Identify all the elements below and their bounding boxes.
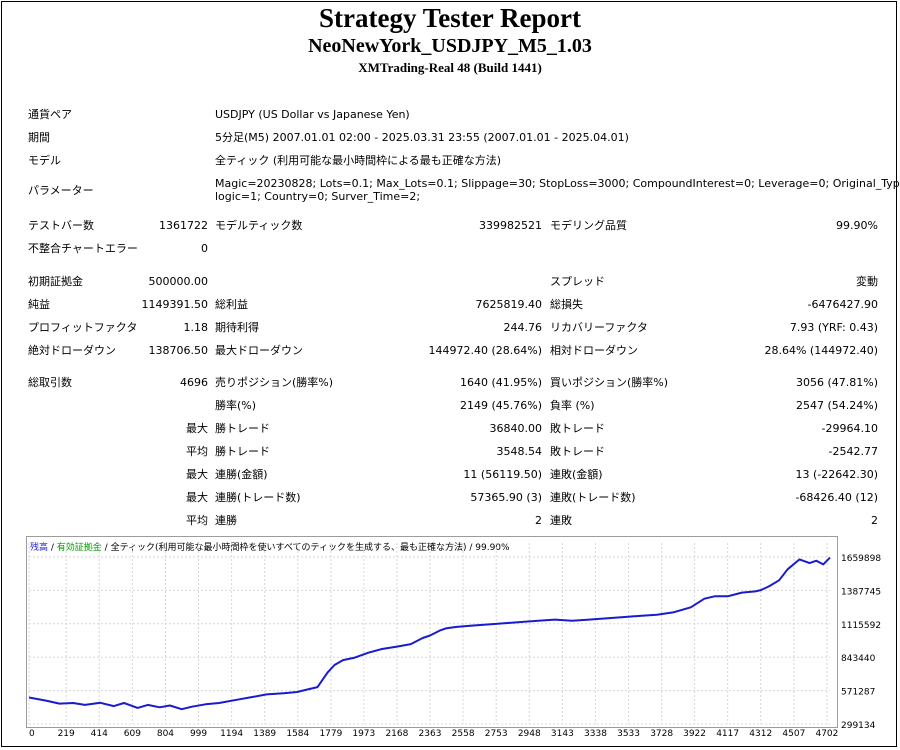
max-consecutive-count-prefix: 最大 (186, 491, 208, 504)
quality-value: 99.90% (836, 219, 878, 232)
relative-drawdown-value: 28.64% (144972.40) (764, 344, 878, 357)
largest-loss-label: 敗トレード (550, 422, 605, 435)
average-loss-label: 敗トレード (550, 445, 605, 458)
max-consecutive-profit-label: 連勝(トレード数) (215, 491, 301, 504)
relative-drawdown-label: 相対ドローダウン (550, 344, 638, 357)
symbol-label: 通貨ペア (28, 108, 72, 121)
max-consecutive-prefix: 最大 (186, 468, 208, 481)
legend-separator-1: / (48, 543, 57, 553)
errors-value: 0 (201, 242, 208, 255)
quality-label: モデリング品質 (550, 219, 627, 232)
balance-chart (26, 536, 838, 728)
period-label: 期間 (28, 131, 50, 144)
largest-prefix: 最大 (186, 422, 208, 435)
expected-payoff-label: 期待利得 (215, 321, 259, 334)
report-title: Strategy Tester Report (319, 3, 581, 33)
average-loss-value: -2542.77 (828, 445, 878, 458)
model-label: モデル (28, 154, 61, 167)
server-info: XMTrading-Real 48 (Build 1441) (358, 60, 542, 75)
short-positions-label: 売りポジション(勝率%) (215, 376, 334, 389)
ea-name: NeoNewYork_USDJPY_M5_1.03 (308, 35, 592, 57)
average-consecutive-losses-label: 連敗 (550, 514, 572, 527)
largest-loss-value: -29964.10 (821, 422, 878, 435)
max-consecutive-wins-label: 連勝(金額) (215, 468, 268, 481)
total-trades-value: 4696 (180, 376, 208, 389)
long-positions-label: 買いポジション(勝率%) (550, 376, 669, 389)
bars-value: 1361722 (159, 219, 208, 232)
gross-loss-label: 総損失 (550, 298, 583, 311)
absolute-drawdown-value: 138706.50 (148, 344, 209, 357)
max-consecutive-losses-value: 13 (-22642.30) (795, 468, 878, 481)
legend-balance: 残高 (30, 543, 49, 553)
params-line-1: Magic=20230828; Lots=0.1; Max_Lots=0.1; … (215, 177, 900, 190)
average-consecutive-prefix: 平均 (186, 514, 208, 527)
ticks-value: 339982521 (479, 219, 542, 232)
average-consecutive-losses-value: 2 (871, 514, 878, 527)
params-label: パラメーター (28, 184, 94, 197)
absolute-drawdown-label: 絶対ドローダウン (28, 344, 116, 357)
profit-trades-label: 勝率(%) (215, 399, 257, 412)
max-drawdown-value: 144972.40 (28.64%) (428, 344, 542, 357)
legend-separator-2: / (101, 543, 111, 553)
deposit-value: 500000.00 (148, 275, 209, 288)
loss-trades-label: 負率 (%) (550, 399, 595, 412)
max-drawdown-label: 最大ドローダウン (215, 344, 303, 357)
net-profit-value: 1149391.50 (141, 298, 208, 311)
chart-legend: 残高 / 有効証拠金 / 全ティック(利用可能な最小時間枠を使いすべてのティック… (30, 540, 510, 553)
deposit-label: 初期証拠金 (28, 275, 83, 288)
profit-factor-label: プロフィットファクタ (28, 321, 138, 334)
model-value: 全ティック (利用可能な最小時間枠による最も正確な方法) (215, 154, 502, 167)
legend-equity: 有効証拠金 (56, 543, 102, 553)
ticks-label: モデルティック数 (215, 219, 303, 232)
average-win-value: 3548.54 (496, 445, 543, 458)
spread-value: 変動 (856, 275, 878, 288)
long-positions-value: 3056 (47.81%) (795, 376, 878, 389)
max-consecutive-profit-value: 57365.90 (3) (470, 491, 542, 504)
loss-trades-value: 2547 (54.24%) (795, 399, 878, 412)
symbol-value: USDJPY (US Dollar vs Japanese Yen) (215, 108, 410, 121)
max-consecutive-wins-value: 11 (56119.50) (463, 468, 542, 481)
total-trades-label: 総取引数 (28, 376, 72, 389)
expected-payoff-value: 244.76 (503, 321, 543, 334)
max-consecutive-loss-value: -68426.40 (12) (795, 491, 878, 504)
gross-profit-value: 7625819.40 (475, 298, 542, 311)
short-positions-value: 1640 (41.95%) (459, 376, 542, 389)
errors-label: 不整合チャートエラー (28, 242, 138, 255)
average-consecutive-wins-value: 2 (535, 514, 542, 527)
net-profit-label: 純益 (28, 298, 50, 311)
largest-win-value: 36840.00 (489, 422, 543, 435)
period-value: 5分足(M5) 2007.01.01 02:00 - 2025.03.31 23… (215, 131, 629, 144)
gross-loss-value: -6476427.90 (807, 298, 878, 311)
legend-model-info: 全ティック(利用可能な最小時間枠を使いすべてのティックを生成する、最も正確な方法… (110, 543, 510, 553)
average-win-label: 勝トレード (215, 445, 270, 458)
largest-win-label: 勝トレード (215, 422, 270, 435)
params-line-2: logic=1; Country=0; Surver_Time=2; (215, 190, 421, 203)
recovery-factor-value: 7.93 (YRF: 0.43) (789, 321, 878, 334)
spread-label: スプレッド (550, 275, 605, 288)
profit-trades-value: 2149 (45.76%) (459, 399, 542, 412)
recovery-factor-label: リカバリーファクタ (550, 321, 648, 334)
gross-profit-label: 総利益 (215, 298, 248, 311)
average-prefix: 平均 (186, 445, 208, 458)
max-consecutive-loss-label: 連敗(トレード数) (550, 491, 636, 504)
bars-label: テストバー数 (28, 219, 94, 232)
max-consecutive-losses-label: 連敗(金額) (550, 468, 603, 481)
profit-factor-value: 1.18 (183, 321, 209, 334)
average-consecutive-wins-label: 連勝 (215, 514, 237, 527)
